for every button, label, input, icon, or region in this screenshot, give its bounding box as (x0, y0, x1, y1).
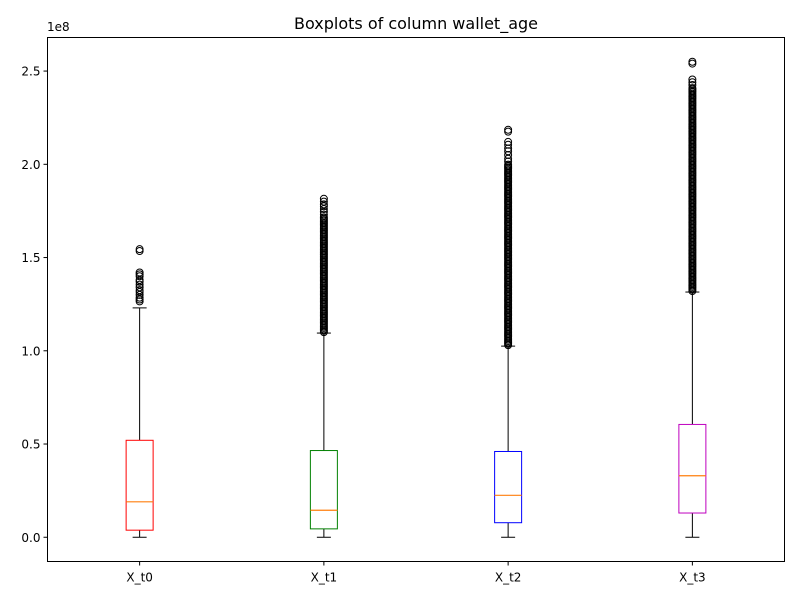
outlier-point (504, 140, 513, 149)
y-tick-label: 2.0 (21, 158, 40, 172)
box-rect (678, 423, 707, 514)
x-tick-label: X_t0 (126, 571, 153, 585)
box-X_t3 (678, 57, 707, 538)
outlier-point (319, 200, 328, 209)
y-tick-label: 1.0 (21, 344, 40, 358)
outlier-point (135, 286, 144, 295)
box-rect (309, 450, 338, 530)
outlier-point (504, 137, 513, 146)
box-rect (125, 439, 154, 531)
plot-area (125, 57, 707, 538)
outlier-point (688, 84, 697, 93)
outlier-point (135, 245, 144, 254)
outlier-band (319, 213, 328, 337)
y-axis: 0.0 0.5 1.0 1.5 2.0 2.5 (21, 65, 48, 545)
outlier-point (319, 210, 328, 219)
plot-frame (47, 37, 785, 562)
y-tick-label: 0.0 (21, 531, 40, 545)
x-tick-label: X_t2 (495, 571, 522, 585)
box-rect (494, 450, 523, 524)
box-X_t0 (125, 245, 154, 538)
box-X_t2 (494, 125, 523, 538)
outlier-band (688, 84, 697, 296)
outlier-point (319, 194, 328, 203)
outlier-point (688, 75, 697, 84)
x-axis: X_t0 X_t1 X_t2 X_t3 (126, 561, 706, 585)
y-axis-offset-label: 1e8 (47, 20, 70, 34)
outlier-band (504, 160, 513, 350)
chart-title: Boxplots of column wallet_age (294, 14, 538, 34)
outlier-point (135, 280, 144, 289)
y-tick-label: 0.5 (21, 438, 40, 452)
outlier-point (135, 268, 144, 277)
outlier-point (504, 160, 513, 169)
outlier-point (688, 78, 697, 87)
outlier-point (319, 197, 328, 206)
box-X_t1 (309, 194, 338, 538)
x-tick-label: X_t3 (679, 571, 706, 585)
y-tick-label: 2.5 (21, 65, 40, 79)
y-tick-label: 1.5 (21, 251, 40, 265)
outlier-point (319, 213, 328, 222)
outlier-point (688, 57, 697, 66)
outlier-point (504, 125, 513, 134)
outlier-point (688, 81, 697, 90)
x-tick-label: X_t1 (311, 571, 338, 585)
